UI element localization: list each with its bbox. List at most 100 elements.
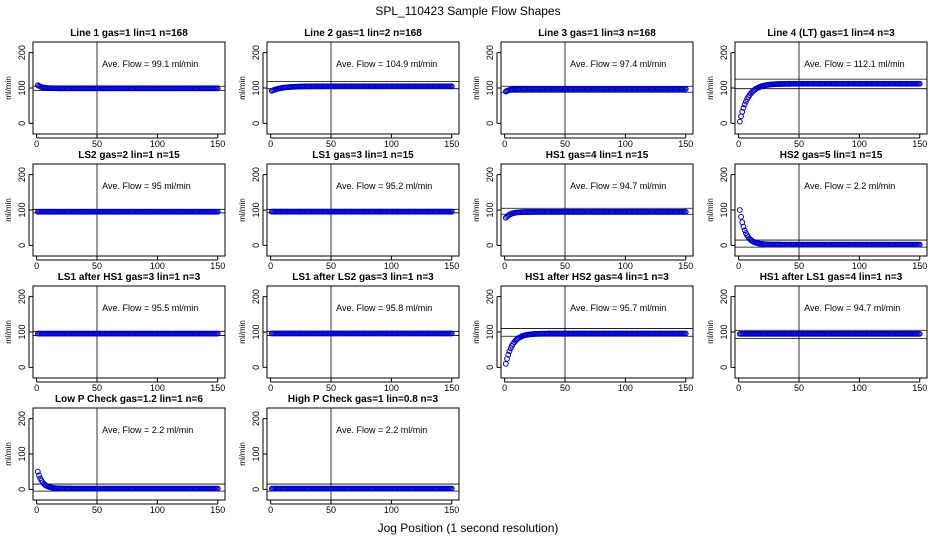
x-tick-label: 150 <box>444 261 459 271</box>
y-tick-label: 100 <box>485 202 495 217</box>
data-point <box>448 330 455 337</box>
data-point <box>502 360 509 367</box>
x-tick-label: 100 <box>384 261 399 271</box>
x-tick-label: 150 <box>210 139 225 149</box>
x-tick-label: 150 <box>444 139 459 149</box>
figure-x-axis-label: Jog Position (1 second resolution) <box>378 521 559 535</box>
data-point <box>916 80 923 87</box>
panel-6: LS1 gas=3 lin=1 n=15 Ave. Flow = 95.2 ml/… <box>238 150 460 271</box>
y-tick-label: 200 <box>719 289 729 304</box>
panel-title: Low P Check gas=1.2 lin=1 n=6 <box>55 394 203 405</box>
x-tick-label: 100 <box>618 261 633 271</box>
y-axis-label: ml/min <box>706 76 715 100</box>
x-tick-label: 50 <box>326 261 336 271</box>
x-tick-label: 0 <box>268 139 273 149</box>
x-tick-label: 50 <box>326 383 336 393</box>
average-flow-annotation: Ave. Flow = 94.7 ml/min <box>570 181 666 191</box>
data-series <box>736 80 923 125</box>
data-series <box>34 330 221 337</box>
y-axis-label: ml/min <box>4 442 13 466</box>
data-point <box>736 207 743 213</box>
x-tick-label: 100 <box>150 505 165 515</box>
panel-title: Line 3 gas=1 lin=3 n=168 <box>538 28 656 39</box>
data-point <box>682 86 689 92</box>
data-point <box>916 241 923 248</box>
y-axis-label: ml/min <box>472 320 481 344</box>
average-flow-annotation: Ave. Flow = 112.1 ml/min <box>804 59 904 69</box>
y-tick-label: 100 <box>251 202 261 217</box>
data-point <box>214 330 221 337</box>
y-axis-label: ml/min <box>706 320 715 344</box>
x-tick-label: 0 <box>736 383 741 393</box>
data-point <box>736 118 743 125</box>
panel-5: LS2 gas=2 lin=1 n=15 Ave. Flow = 95 ml/mi… <box>4 150 226 271</box>
x-tick-label: 100 <box>150 261 165 271</box>
y-tick-label: 200 <box>719 45 729 60</box>
x-tick-label: 50 <box>326 139 336 149</box>
x-tick-label: 150 <box>912 139 927 149</box>
x-tick-label: 0 <box>268 261 273 271</box>
y-tick-label: 100 <box>719 202 729 217</box>
panel-8: HS2 gas=5 lin=1 n=15 Ave. Flow = 2.2 ml/m… <box>706 150 928 271</box>
x-tick-label: 50 <box>794 261 804 271</box>
panel-title: Line 4 (LT) gas=1 lin=4 n=3 <box>767 28 895 39</box>
data-point <box>505 351 512 358</box>
panel-title: Line 1 gas=1 lin=1 n=168 <box>70 28 188 39</box>
y-tick-label: 200 <box>17 411 27 426</box>
y-axis-label: ml/min <box>238 76 247 100</box>
y-tick-label: 200 <box>17 289 27 304</box>
x-tick-label: 0 <box>736 139 741 149</box>
data-point <box>448 83 455 90</box>
panel-12: HS1 after LS1 gas=4 lin=1 n=3 Ave. Flow =… <box>706 272 928 393</box>
y-tick-label: 100 <box>251 324 261 339</box>
data-series <box>268 83 455 94</box>
average-flow-annotation: Ave. Flow = 95.2 ml/min <box>336 181 432 191</box>
average-flow-annotation: Ave. Flow = 2.2 ml/min <box>336 425 427 435</box>
x-tick-label: 0 <box>34 261 39 271</box>
y-tick-label: 100 <box>485 324 495 339</box>
x-tick-label: 150 <box>210 261 225 271</box>
y-tick-label: 100 <box>719 324 729 339</box>
y-tick-label: 0 <box>719 365 729 370</box>
y-tick-label: 0 <box>251 365 261 370</box>
y-tick-label: 100 <box>485 80 495 95</box>
panel-4: Line 4 (LT) gas=1 lin=4 n=3 Ave. Flow = 1… <box>706 28 928 149</box>
panel-2: Line 2 gas=1 lin=2 n=168 Ave. Flow = 104.… <box>238 28 460 149</box>
y-tick-label: 0 <box>485 121 495 126</box>
x-tick-label: 0 <box>34 383 39 393</box>
y-tick-label: 100 <box>17 446 27 461</box>
x-tick-label: 50 <box>92 383 102 393</box>
y-axis-label: ml/min <box>4 76 13 100</box>
y-tick-label: 200 <box>485 45 495 60</box>
y-tick-label: 100 <box>17 80 27 95</box>
x-tick-label: 150 <box>678 261 693 271</box>
data-series <box>502 208 689 221</box>
data-point <box>739 108 746 115</box>
y-axis-label: ml/min <box>472 76 481 100</box>
data-point <box>738 113 744 120</box>
data-point <box>214 485 221 492</box>
average-flow-annotation: Ave. Flow = 95.7 ml/min <box>570 303 666 313</box>
y-tick-label: 200 <box>251 167 261 182</box>
data-point <box>740 104 747 111</box>
y-axis-label: ml/min <box>472 198 481 222</box>
y-tick-label: 200 <box>17 45 27 60</box>
average-flow-annotation: Ave. Flow = 94.7 ml/min <box>804 303 900 313</box>
y-tick-label: 200 <box>485 167 495 182</box>
x-tick-label: 150 <box>210 505 225 515</box>
data-point <box>448 485 455 492</box>
panel-grid: Line 1 gas=1 lin=1 n=168 Ave. Flow = 99.1… <box>4 28 928 515</box>
y-tick-label: 0 <box>485 243 495 248</box>
panel-3: Line 3 gas=1 lin=3 n=168 Ave. Flow = 97.4… <box>472 28 694 149</box>
data-series <box>502 86 689 95</box>
y-tick-label: 100 <box>17 202 27 217</box>
data-series <box>34 208 221 215</box>
data-point <box>448 208 455 215</box>
y-tick-label: 100 <box>17 324 27 339</box>
panel-title: High P Check gas=1 lin=0.8 n=3 <box>288 394 439 405</box>
x-tick-label: 50 <box>794 383 804 393</box>
panel-title: HS2 gas=5 lin=1 n=15 <box>780 150 883 161</box>
data-series <box>34 82 221 92</box>
y-tick-label: 0 <box>17 487 27 492</box>
